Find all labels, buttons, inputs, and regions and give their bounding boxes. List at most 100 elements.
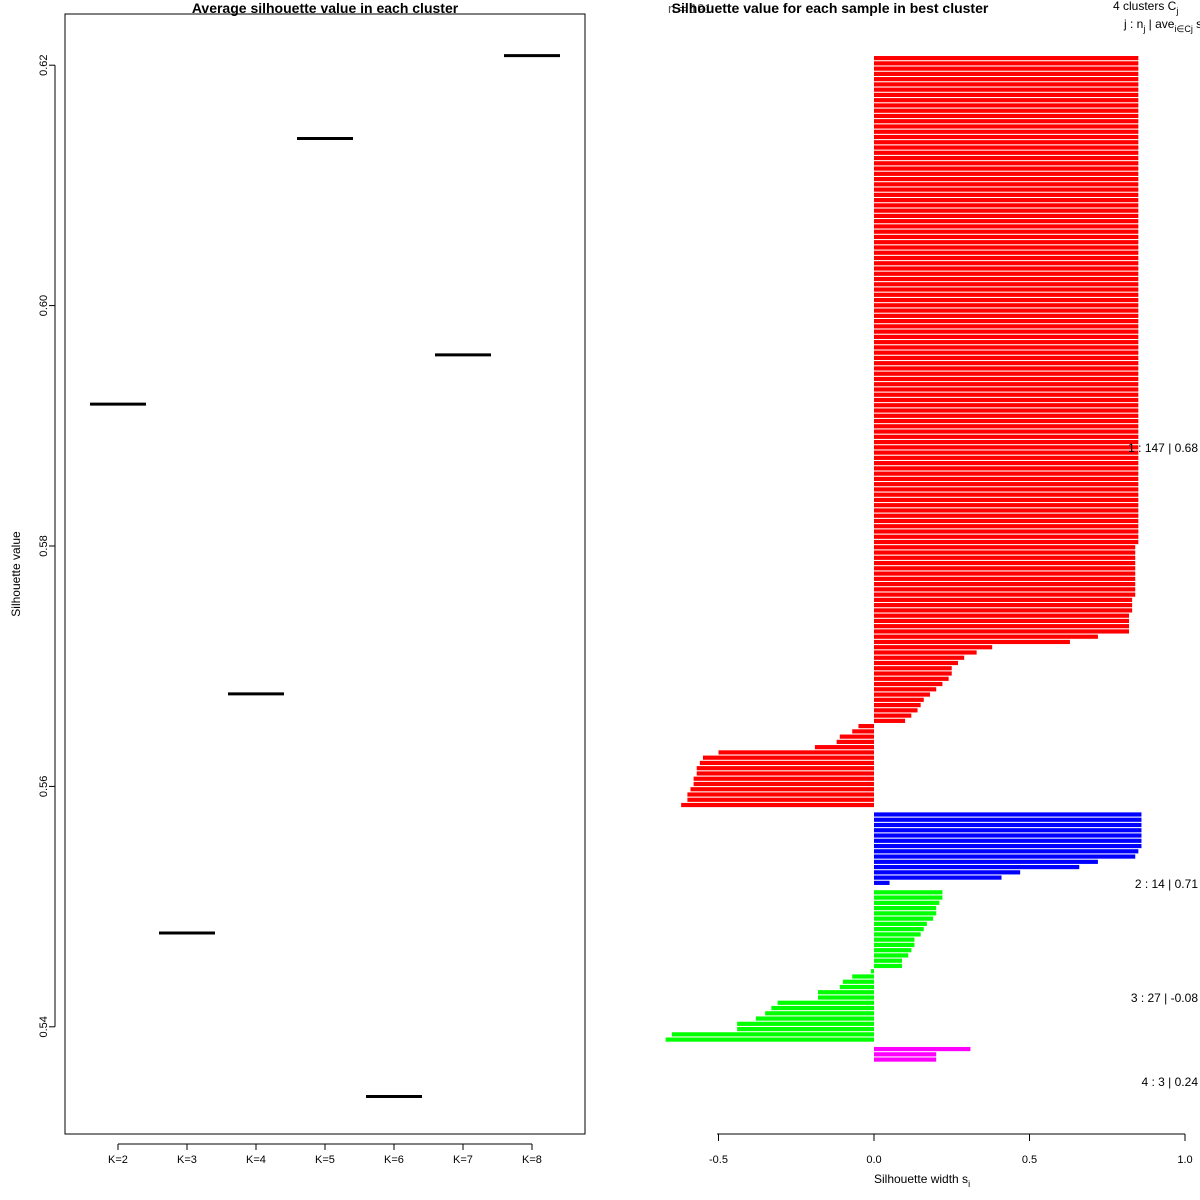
silhouette-bar <box>874 355 1139 361</box>
silhouette-bar <box>702 755 874 760</box>
legend-header-line2-sub: j <box>1142 24 1145 34</box>
silhouette-bar <box>693 781 874 787</box>
silhouette-bar <box>874 508 1139 513</box>
silhouette-bar <box>874 534 1139 539</box>
silhouette-bar <box>874 439 1139 445</box>
silhouette-bar <box>874 429 1139 434</box>
silhouette-bar <box>874 864 1080 870</box>
silhouette-bar <box>874 71 1139 76</box>
legend-header-line2: j : n <box>1123 17 1143 31</box>
silhouette-bar <box>874 334 1139 339</box>
silhouette-bar <box>874 838 1142 843</box>
silhouette-bar <box>874 66 1139 71</box>
silhouette-bar <box>874 828 1142 833</box>
silhouette-bar <box>874 382 1139 387</box>
silhouette-bar <box>874 418 1139 424</box>
silhouette-bar <box>874 692 930 697</box>
silhouette-bar <box>874 906 937 911</box>
silhouette-bar <box>874 713 912 718</box>
silhouette-bar <box>874 171 1139 176</box>
right-x-axis-label-sub: i <box>968 1179 970 1189</box>
silhouette-bar <box>874 492 1139 497</box>
silhouette-bar <box>874 229 1139 234</box>
silhouette-bar <box>874 82 1139 87</box>
silhouette-bar <box>874 645 993 650</box>
silhouette-bar <box>874 487 1139 492</box>
svg-text:4 clusters Cj: 4 clusters Cj <box>1113 0 1178 16</box>
silhouette-bar <box>874 963 902 969</box>
silhouette-bar <box>874 87 1139 92</box>
silhouette-bar <box>874 671 952 676</box>
silhouette-bar <box>874 518 1139 524</box>
silhouette-bar <box>874 550 1136 555</box>
silhouette-bar <box>771 1005 874 1011</box>
silhouette-bar <box>874 592 1136 597</box>
silhouette-bar <box>814 745 874 750</box>
silhouette-bar <box>687 797 874 802</box>
silhouette-bar <box>874 145 1139 150</box>
left-y-tick-label: 0.56 <box>38 776 50 797</box>
left-y-tick-label: 0.60 <box>38 295 50 316</box>
silhouette-bar <box>874 434 1139 439</box>
silhouette-bar <box>874 266 1139 271</box>
right-x-axis: -0.5 0.0 0.5 1.0 <box>709 1134 1193 1166</box>
cluster-labels: 1 : 147 | 0.68 2 : 14 | 0.71 3 : 27 | -0.0… <box>1128 441 1198 1089</box>
legend-header-line2-mid-sub: i∈Cj <box>1174 24 1192 34</box>
silhouette-bar <box>874 880 890 885</box>
right-x-tick-label: 0.5 <box>1022 1154 1037 1166</box>
cluster-label: 3 : 27 | -0.08 <box>1131 991 1198 1005</box>
silhouette-bar <box>874 650 977 655</box>
left-y-tick-label: 0.54 <box>38 1016 50 1037</box>
silhouette-bar <box>874 424 1139 429</box>
silhouette-bar <box>874 324 1139 329</box>
silhouette-bar <box>874 276 1139 282</box>
silhouette-bar <box>737 1021 874 1026</box>
silhouette-bar <box>874 639 1070 645</box>
silhouette-bar <box>874 287 1139 292</box>
silhouette-bar <box>874 718 906 723</box>
left-x-tick-label: K=8 <box>522 1154 542 1166</box>
silhouette-bar <box>874 1057 937 1062</box>
silhouette-bar <box>874 455 1139 460</box>
silhouette-bar <box>874 497 1139 503</box>
silhouette-bar <box>874 603 1133 608</box>
silhouette-bar <box>874 103 1139 108</box>
silhouette-bar <box>874 503 1139 508</box>
silhouette-bar <box>874 182 1139 187</box>
silhouette-bar <box>874 466 1139 471</box>
silhouette-bar <box>874 576 1136 581</box>
silhouette-bar <box>874 560 1136 566</box>
silhouette-bar <box>874 245 1139 250</box>
cluster-label: 2 : 14 | 0.71 <box>1135 877 1198 891</box>
silhouette-bar <box>874 129 1139 134</box>
left-y-tick-label: 0.62 <box>38 54 50 75</box>
silhouette-bar <box>874 366 1139 371</box>
silhouette-bar <box>777 1000 874 1005</box>
silhouette-bar <box>874 953 909 958</box>
silhouette-bar <box>858 724 874 729</box>
silhouette-bar <box>874 213 1139 218</box>
silhouette-bar <box>671 1032 874 1037</box>
silhouette-bar <box>874 524 1139 529</box>
silhouette-bar <box>852 729 874 734</box>
left-series <box>90 54 560 1099</box>
left-y-axis-label: Silhouette value <box>9 531 23 617</box>
left-x-tick-label: K=3 <box>177 1154 197 1166</box>
silhouette-bar <box>693 776 874 781</box>
cluster-label: 4 : 3 | 0.24 <box>1142 1075 1199 1089</box>
silhouette-bar <box>874 833 1142 838</box>
silhouette-bar <box>839 984 874 990</box>
silhouette-bar <box>874 843 1142 849</box>
silhouette-bar <box>874 681 943 687</box>
silhouette-bar <box>874 921 927 926</box>
silhouette-bar <box>874 566 1136 571</box>
silhouette-bar <box>687 792 874 797</box>
silhouette-bar <box>874 198 1139 203</box>
silhouette-bar <box>874 942 915 948</box>
silhouette-bar <box>874 187 1139 192</box>
silhouette-bar <box>874 854 1136 859</box>
silhouette-bar <box>755 1016 874 1021</box>
silhouette-bar <box>874 445 1139 450</box>
silhouette-bar <box>874 240 1139 245</box>
